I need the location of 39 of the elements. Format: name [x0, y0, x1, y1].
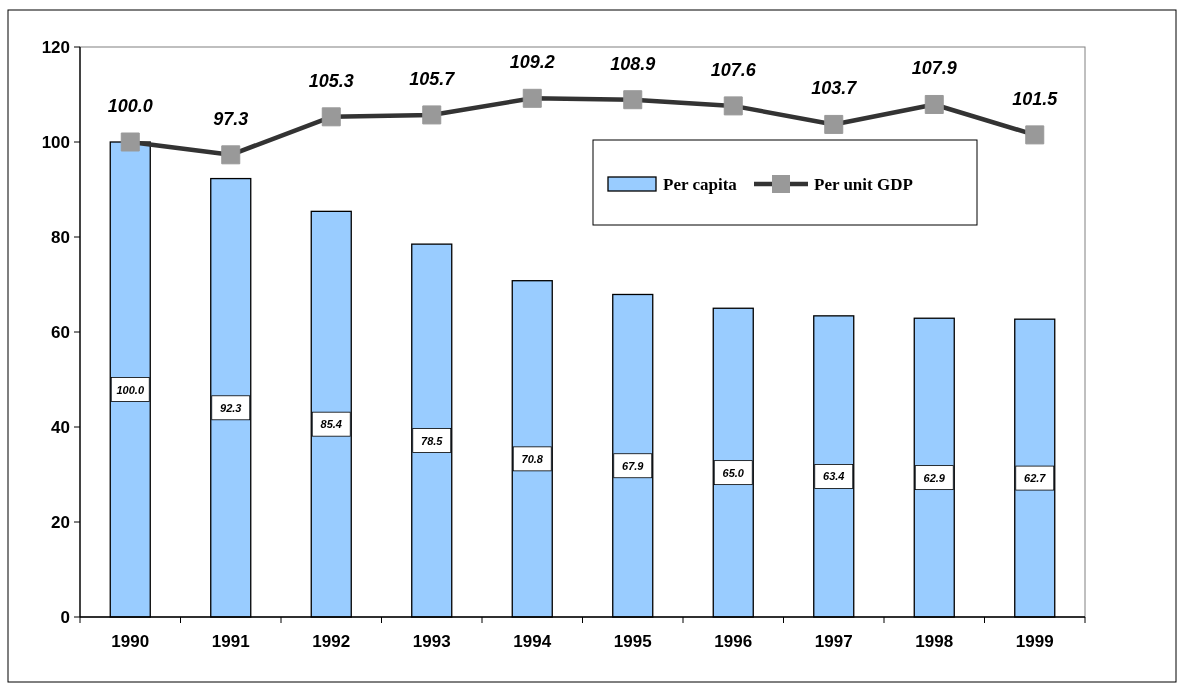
data-label: 100.0 — [107, 96, 153, 116]
data-label: 78.5 — [421, 434, 444, 447]
data-label: 63.4 — [823, 470, 845, 483]
y-tick-label: 40 — [51, 418, 70, 437]
x-tick-label: 1995 — [613, 632, 652, 651]
data-label: 108.9 — [610, 53, 656, 74]
data-label: 85.4 — [320, 418, 342, 431]
data-label: 97.3 — [213, 108, 249, 129]
x-tick-label: 1999 — [1015, 632, 1054, 651]
data-label: 92.3 — [220, 401, 242, 414]
data-label: 65.0 — [722, 466, 745, 479]
x-tick-label: 1993 — [412, 632, 451, 651]
y-tick-label: 100 — [41, 133, 70, 152]
data-label: 105.7 — [409, 68, 456, 89]
data-label: 62.9 — [923, 471, 946, 484]
x-tick-label: 1992 — [312, 632, 351, 651]
legend-label: Per unit GDP — [814, 175, 913, 194]
y-tick-label: 80 — [51, 228, 70, 247]
x-tick-label: 1991 — [211, 632, 250, 651]
y-tick-label: 120 — [41, 38, 70, 57]
data-label: 107.9 — [911, 58, 957, 79]
data-label: 70.8 — [521, 452, 544, 465]
legend-label: Per capita — [663, 175, 738, 194]
data-label: 105.3 — [308, 70, 354, 91]
x-tick-label: 1998 — [915, 632, 954, 651]
x-tick-label: 1997 — [814, 632, 853, 651]
data-label: 109.2 — [509, 52, 555, 73]
data-label: 101.5 — [1012, 88, 1059, 109]
x-tick-label: 1990 — [111, 632, 150, 651]
x-tick-label: 1994 — [513, 632, 552, 651]
data-label: 100.0 — [116, 383, 145, 396]
data-label: 62.7 — [1024, 472, 1047, 485]
data-label: 67.9 — [622, 459, 645, 472]
y-tick-label: 60 — [51, 323, 70, 342]
data-label: 103.7 — [811, 78, 858, 99]
y-tick-label: 20 — [51, 513, 70, 532]
data-label: 107.6 — [710, 59, 757, 80]
x-tick-label: 1996 — [714, 632, 753, 651]
y-tick-label: 0 — [60, 608, 70, 627]
